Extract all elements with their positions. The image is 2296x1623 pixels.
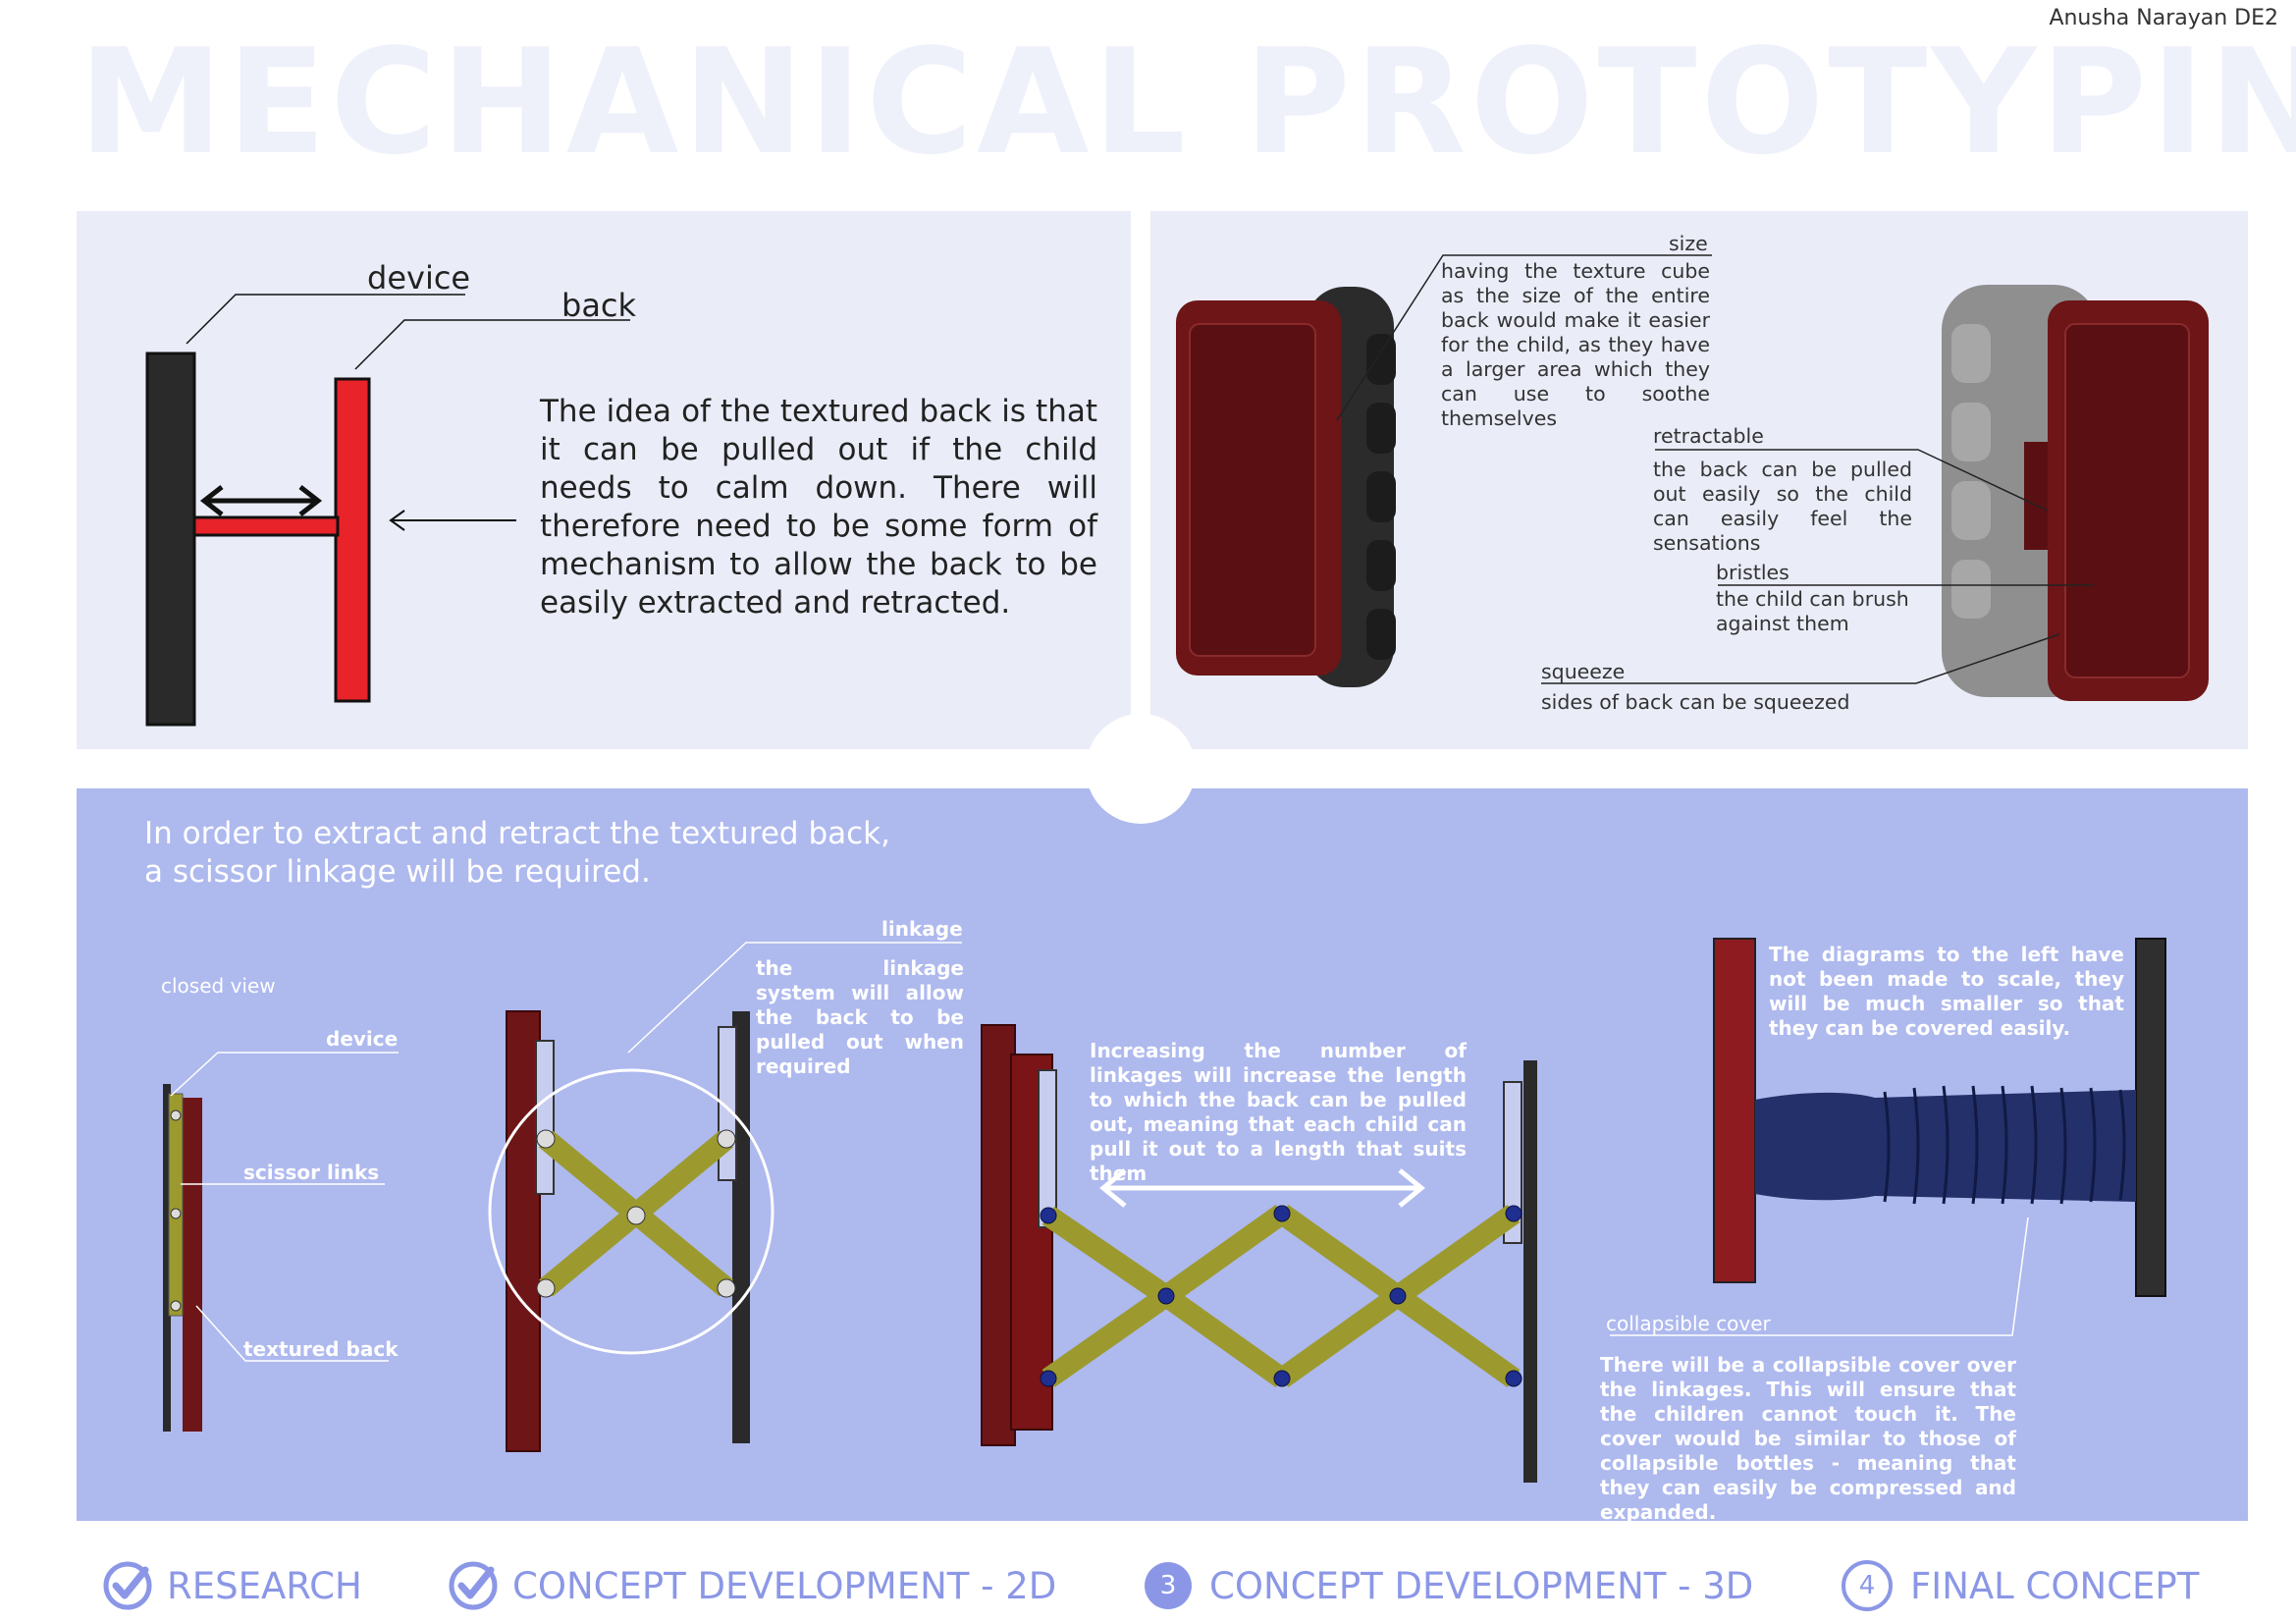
scale-note: The diagrams to the left have not been m…: [1769, 943, 2124, 1040]
annotation-size-head: size: [1669, 232, 1708, 255]
render-left: [1176, 287, 1396, 687]
increase-linkages-text: Increasing the number of linkages will i…: [1090, 1039, 1467, 1185]
device-bar: [145, 352, 196, 727]
label-collapsible-cover: collapsible cover: [1606, 1312, 1771, 1335]
step-concept-2d: CONCEPT DEVELOPMENT - 2D: [448, 1556, 1056, 1615]
extended-linkage-diagram: [981, 1024, 1537, 1483]
annotation-size-text: having the texture cube as the size of t…: [1441, 259, 1710, 430]
collapsible-cover-text: There will be a collapsible cover over t…: [1600, 1353, 2016, 1524]
linkage-description: the linkage system will allow the back t…: [756, 956, 964, 1078]
step-number-badge: 4: [1842, 1560, 1893, 1611]
label-textured-back: textured back: [243, 1337, 399, 1361]
label-device: device: [367, 259, 471, 297]
annotation-squeeze-text: sides of back can be squeezed: [1541, 690, 1850, 714]
step-label: CONCEPT DEVELOPMENT - 3D: [1209, 1564, 1754, 1607]
annotation-retractable-head: retractable: [1653, 424, 1764, 448]
label-linkage-head: linkage: [881, 917, 963, 941]
back-bar: [334, 377, 371, 703]
check-circle-icon: [103, 1561, 152, 1610]
step-final-concept: 4 FINAL CONCEPT: [1842, 1556, 2199, 1615]
annotation-retractable-text: the back can be pulled out easily so the…: [1653, 458, 1912, 555]
annotation-squeeze-head: squeeze: [1541, 660, 1626, 683]
step-research: RESEARCH: [102, 1556, 362, 1615]
collapsible-cover-render: [1713, 938, 2166, 1297]
render-right: [1942, 285, 2209, 701]
connector-rod: [192, 515, 340, 537]
step-concept-3d: 3 CONCEPT DEVELOPMENT - 3D: [1145, 1556, 1753, 1615]
label-back: back: [561, 287, 637, 324]
page-title: MECHANICAL PROTOTYPING: [79, 18, 2296, 187]
check-circle-icon: [449, 1561, 498, 1610]
step-number-badge: 3: [1145, 1562, 1192, 1609]
label-device-closed: device: [326, 1027, 399, 1051]
label-closed-view: closed view: [161, 974, 276, 998]
step-label: FINAL CONCEPT: [1910, 1564, 2200, 1607]
closed-view-diagram: [163, 1084, 202, 1432]
annotation-bristles-text: the child can brush against them: [1716, 587, 1909, 635]
label-scissor-links: scissor links: [243, 1161, 380, 1184]
linkage-intro: In order to extract and retract the text…: [144, 816, 890, 890]
step-label: RESEARCH: [167, 1564, 362, 1607]
author-name: Anusha Narayan DE2: [2049, 6, 2278, 30]
single-linkage-diagram: [488, 1010, 774, 1452]
panel-concept-diagram: [77, 211, 1131, 749]
step-label: CONCEPT DEVELOPMENT - 2D: [512, 1564, 1057, 1607]
device-back-diagram: [145, 294, 630, 727]
concept-paragraph: The idea of the textured back is that it…: [540, 394, 1097, 621]
annotation-bristles-head: bristles: [1716, 561, 1789, 584]
panel-notch-circle: [1086, 714, 1196, 824]
